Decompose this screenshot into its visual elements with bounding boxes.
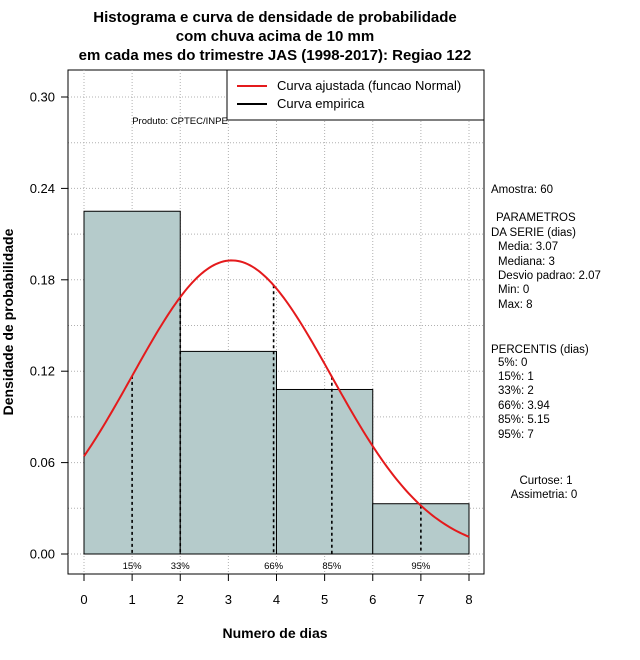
y-tick-label: 0.18	[30, 272, 55, 287]
credit-text: Produto: CPTEC/INPE	[132, 116, 228, 127]
legend-label-empirical: Curva empirica	[277, 96, 365, 111]
stat-mean: Media: 3.07	[498, 241, 558, 253]
stat-median: Mediana: 3	[498, 256, 555, 268]
legend: Curva ajustada (funcao Normal) Curva emp…	[226, 69, 485, 121]
curve-layer	[83, 259, 470, 538]
stat-min: Min: 0	[498, 284, 529, 296]
stats-panel: Amostra: 60 PARAMETROS DA SERIE (dias) M…	[491, 184, 601, 501]
percentile-5: 5%: 0	[498, 357, 527, 369]
percentile-label: 66%	[264, 561, 284, 572]
percentiles-title: PERCENTIS (dias)	[491, 344, 589, 356]
params-title-1: PARAMETROS	[496, 212, 576, 224]
histogram-bar	[276, 388, 374, 555]
percentile-label: 85%	[322, 561, 342, 572]
chart-title-line-1: Histograma e curva de densidade de proba…	[93, 9, 456, 26]
chart-title-line-2: com chuva acima de 10 mm	[176, 28, 374, 45]
x-axis-title: Numero de dias	[222, 625, 327, 641]
y-tick-label: 0.06	[30, 455, 55, 470]
x-tick-label: 3	[225, 592, 232, 607]
params-title-2: DA SERIE (dias)	[491, 227, 576, 239]
x-tick-label: 7	[417, 592, 424, 607]
normal-density-curve	[83, 259, 470, 538]
percentile-label: 15%	[123, 561, 143, 572]
stat-sd: Desvio padrao: 2.07	[498, 270, 601, 282]
y-axis-title: Densidade de probabilidade	[0, 228, 16, 415]
histogram-bar	[179, 350, 277, 555]
x-tick-label: 8	[465, 592, 472, 607]
percentile-label: 33%	[171, 561, 191, 572]
sample-size: Amostra: 60	[491, 184, 553, 196]
bars-layer	[83, 210, 470, 555]
stat-skewness: Assimetria: 0	[511, 489, 577, 501]
y-tick-label: 0.12	[30, 364, 55, 379]
x-axis: 0 1 2 3 4 5 6 7 8	[80, 573, 473, 607]
x-tick-label: 5	[321, 592, 328, 607]
y-tick-label: 0.24	[30, 181, 55, 196]
percentile-33: 33%: 2	[498, 385, 534, 397]
legend-box	[226, 69, 485, 121]
percentile-95: 95%: 7	[498, 429, 534, 441]
legend-label-normal: Curva ajustada (funcao Normal)	[277, 78, 461, 93]
percentile-15: 15%: 1	[498, 371, 534, 383]
percentile-layer: 15% 33% 66% 85% 95%	[123, 285, 431, 572]
y-axis: 0.00 0.06 0.12 0.18 0.24 0.30	[30, 90, 69, 562]
x-tick-label: 2	[177, 592, 184, 607]
chart-title-line-3: em cada mes do trimestre JAS (1998-2017)…	[79, 47, 472, 64]
stat-kurtosis: Curtose: 1	[519, 475, 572, 487]
x-tick-label: 0	[80, 592, 87, 607]
percentile-85: 85%: 5.15	[498, 414, 550, 426]
x-tick-label: 1	[129, 592, 136, 607]
percentile-66: 66%: 3.94	[498, 400, 550, 412]
y-tick-label: 0.30	[30, 90, 55, 105]
x-tick-label: 4	[273, 592, 280, 607]
percentile-label: 95%	[411, 561, 431, 572]
y-tick-label: 0.00	[30, 547, 55, 562]
stat-max: Max: 8	[498, 299, 533, 311]
x-tick-label: 6	[369, 592, 376, 607]
